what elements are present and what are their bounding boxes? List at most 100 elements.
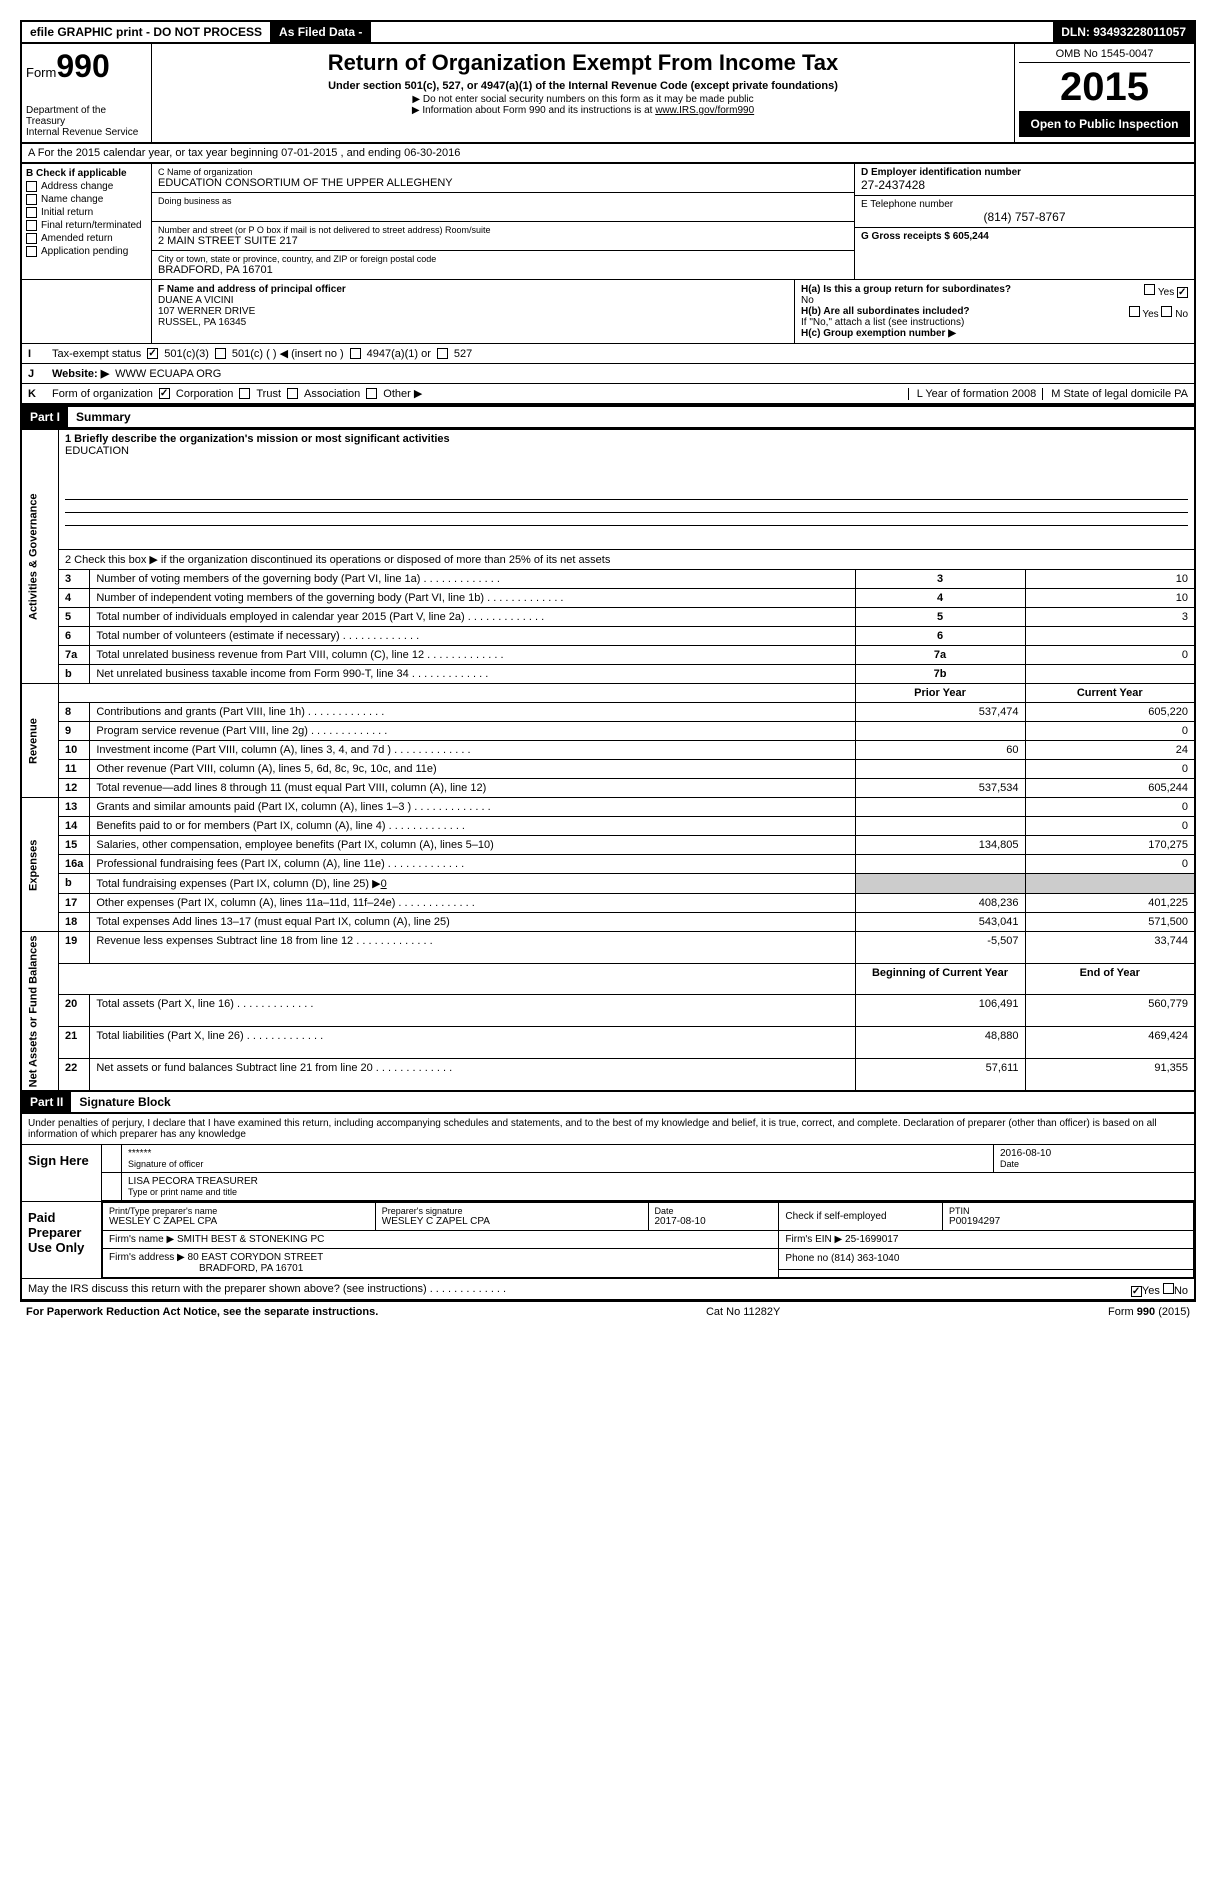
line8-prior: 537,474 — [855, 703, 1025, 722]
line8-current: 605,220 — [1025, 703, 1195, 722]
signature-block: Under penalties of perjury, I declare th… — [20, 1114, 1196, 1301]
line21-begin: 48,880 — [855, 1027, 1025, 1059]
prep-name: WESLEY C ZAPEL CPA — [109, 1216, 369, 1227]
street-label: Number and street (or P O box if mail is… — [158, 225, 848, 235]
line9-current: 0 — [1025, 722, 1195, 741]
sig-date: 2016-08-10 — [1000, 1148, 1188, 1159]
line4-val: 10 — [1025, 589, 1195, 608]
discuss-no: No — [1174, 1285, 1188, 1297]
omb-number: OMB No 1545-0047 — [1019, 48, 1190, 63]
line18-text: Total expenses Add lines 13–17 (must equ… — [90, 913, 855, 932]
initial-return-label: Initial return — [41, 207, 93, 218]
checkbox-amended[interactable] — [26, 233, 37, 244]
line5-num: 5 — [855, 608, 1025, 627]
opt-assoc: Association — [304, 388, 360, 400]
l-year-formation: L Year of formation 2008 — [908, 388, 1036, 400]
firm-ein: 25-1699017 — [845, 1234, 898, 1245]
line15-prior: 134,805 — [855, 836, 1025, 855]
prior-year-header: Prior Year — [855, 684, 1025, 703]
501c-checkbox[interactable] — [215, 348, 226, 359]
501c3-checkbox[interactable] — [147, 348, 158, 359]
sig-intro: Under penalties of perjury, I declare th… — [22, 1114, 1194, 1145]
hb-yes-checkbox[interactable] — [1129, 306, 1140, 317]
officer-name-title: LISA PECORA TREASURER — [128, 1176, 1188, 1187]
ha-yes-checkbox[interactable] — [1144, 284, 1155, 295]
dln-label: DLN: 93493228011057 — [1053, 22, 1194, 42]
trust-checkbox[interactable] — [239, 388, 250, 399]
k-text: Form of organization — [52, 388, 153, 400]
efile-label: efile GRAPHIC print - DO NOT PROCESS — [22, 22, 271, 42]
checkbox-address-change[interactable] — [26, 181, 37, 192]
row-a: A For the 2015 calendar year, or tax yea… — [20, 144, 1196, 164]
street-address: 2 MAIN STREET SUITE 217 — [158, 235, 848, 247]
form-990-label: Form990 — [26, 48, 147, 85]
line20-text: Total assets (Part X, line 16) — [90, 995, 855, 1027]
line5-text: Total number of individuals employed in … — [90, 608, 855, 627]
side-revenue: Revenue — [21, 684, 59, 798]
m-state-domicile: M State of legal domicile PA — [1042, 388, 1188, 400]
current-year-header: Current Year — [1025, 684, 1195, 703]
header-bar: efile GRAPHIC print - DO NOT PROCESS As … — [20, 20, 1196, 44]
checkbox-app-pending[interactable] — [26, 246, 37, 257]
prep-date-label: Date — [655, 1206, 773, 1216]
part1-header-row: Part I Summary — [20, 405, 1196, 429]
mission-text: EDUCATION — [65, 445, 1188, 457]
ptin-value: P00194297 — [949, 1216, 1187, 1227]
final-label: Final return/terminated — [41, 220, 142, 231]
firm-addr2: BRADFORD, PA 16701 — [199, 1263, 303, 1274]
check-self: Check if self-employed — [785, 1211, 886, 1222]
summary-table: Activities & Governance 1 Briefly descri… — [20, 429, 1196, 1092]
discuss-yes-checkbox[interactable] — [1131, 1286, 1142, 1297]
as-filed-label: As Filed Data - — [271, 22, 371, 42]
ha-no-checkbox[interactable] — [1177, 287, 1188, 298]
org-name: EDUCATION CONSORTIUM OF THE UPPER ALLEGH… — [158, 177, 848, 189]
phone-value: (814) 757-8767 — [861, 210, 1188, 224]
checkbox-name-change[interactable] — [26, 194, 37, 205]
city-state-zip: BRADFORD, PA 16701 — [158, 264, 848, 276]
b-label: B Check if applicable — [26, 168, 147, 179]
part2-header-row: Part II Signature Block — [20, 1092, 1196, 1114]
dba-label: Doing business as — [158, 196, 848, 206]
j-text: Website: ▶ — [52, 367, 109, 380]
corp-checkbox[interactable] — [159, 388, 170, 399]
4947-checkbox[interactable] — [350, 348, 361, 359]
line19-text: Revenue less expenses Subtract line 18 f… — [90, 932, 855, 964]
line22-begin: 57,611 — [855, 1058, 1025, 1091]
line13-text: Grants and similar amounts paid (Part IX… — [90, 798, 855, 817]
hb-row: H(b) Are all subordinates included? Yes … — [801, 306, 1188, 317]
tax-year: 2015 — [1019, 63, 1190, 111]
prep-date: 2017-08-10 — [655, 1216, 773, 1227]
line14-current: 0 — [1025, 817, 1195, 836]
line14-text: Benefits paid to or for members (Part IX… — [90, 817, 855, 836]
checkbox-initial-return[interactable] — [26, 207, 37, 218]
hb-no-checkbox[interactable] — [1161, 306, 1172, 317]
begin-year-header: Beginning of Current Year — [855, 963, 1025, 995]
assoc-checkbox[interactable] — [287, 388, 298, 399]
opt-corp: Corporation — [176, 388, 233, 400]
irs-link[interactable]: www.IRS.gov/form990 — [655, 105, 754, 116]
line20-begin: 106,491 — [855, 995, 1025, 1027]
firm-addr-label: Firm's address ▶ — [109, 1252, 185, 1263]
side-activities: Activities & Governance — [21, 430, 59, 684]
line16a-prior — [855, 855, 1025, 874]
c-label: C Name of organization — [158, 167, 848, 177]
address-change-label: Address change — [41, 181, 113, 192]
discuss-no-checkbox[interactable] — [1163, 1283, 1174, 1294]
line9-text: Program service revenue (Part VIII, line… — [90, 722, 855, 741]
line12-text: Total revenue—add lines 8 through 11 (mu… — [90, 779, 855, 798]
line13-prior — [855, 798, 1025, 817]
app-pending-label: Application pending — [41, 246, 128, 257]
form-number: 990 — [56, 48, 109, 84]
line3-text: Number of voting members of the governin… — [90, 570, 855, 589]
line3-val: 10 — [1025, 570, 1195, 589]
527-checkbox[interactable] — [437, 348, 448, 359]
line17-prior: 408,236 — [855, 894, 1025, 913]
cat-number: Cat No 11282Y — [706, 1306, 780, 1318]
line17-text: Other expenses (Part IX, column (A), lin… — [90, 894, 855, 913]
firm-name: SMITH BEST & STONEKING PC — [177, 1234, 324, 1245]
form-header: Form990 Department of the Treasury Inter… — [20, 44, 1196, 144]
other-checkbox[interactable] — [366, 388, 377, 399]
officer-title-label: Type or print name and title — [128, 1187, 1188, 1197]
checkbox-final[interactable] — [26, 220, 37, 231]
line2: 2 Check this box ▶ if the organization d… — [59, 550, 1196, 570]
